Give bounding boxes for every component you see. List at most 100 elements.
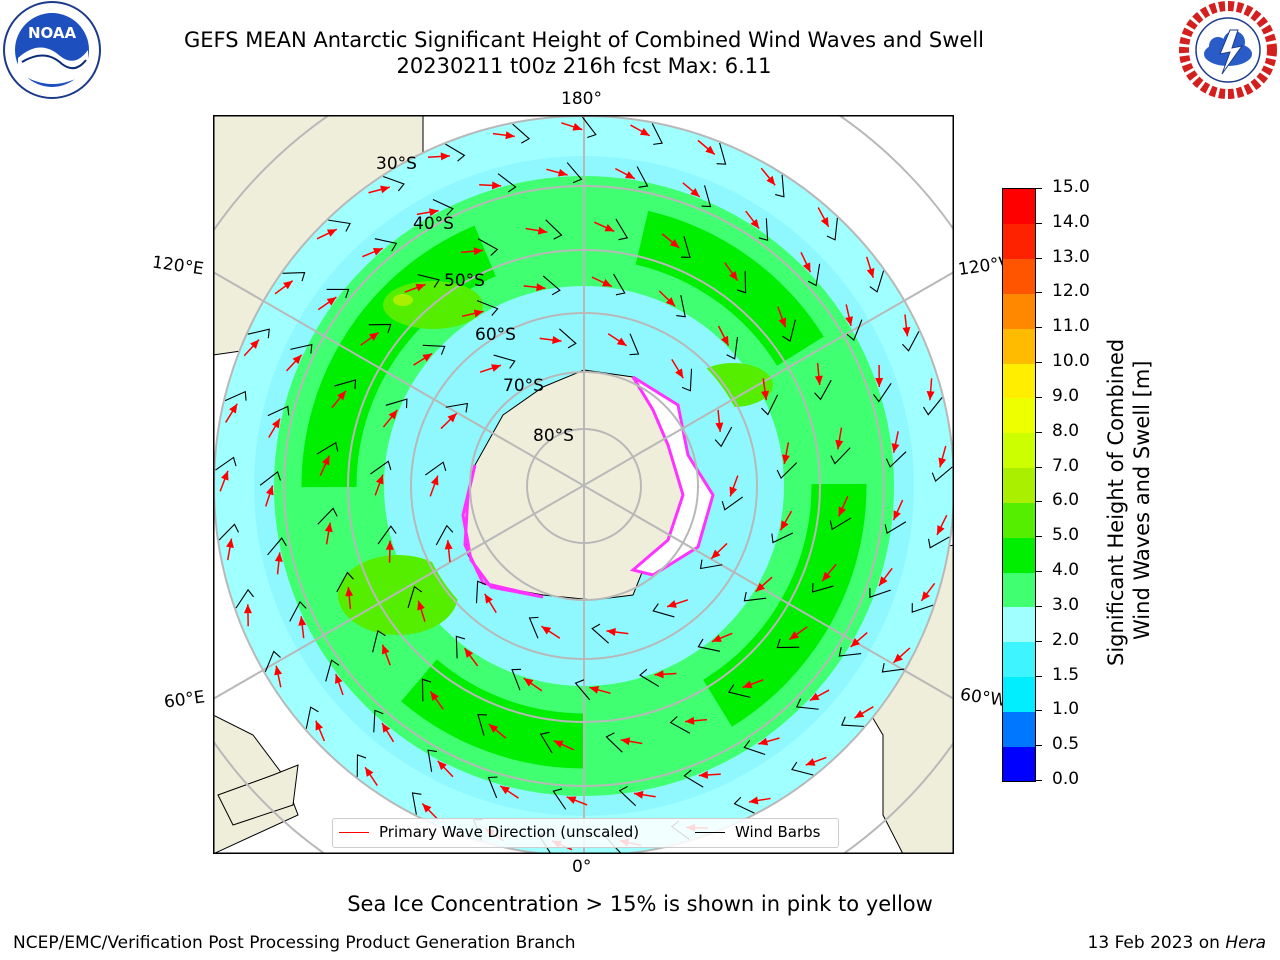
wind-barb bbox=[477, 238, 499, 256]
wave-direction-arrowhead bbox=[447, 413, 457, 423]
wind-barb bbox=[728, 684, 751, 698]
wave-direction-arrowhead bbox=[321, 455, 330, 466]
wind-barb bbox=[676, 295, 686, 318]
wind-barb bbox=[477, 713, 487, 736]
wind-glyph-layer bbox=[215, 116, 953, 854]
wind-barb bbox=[305, 706, 319, 729]
wind-barb bbox=[487, 776, 498, 799]
wave-direction-arrowhead bbox=[780, 520, 789, 531]
wave-direction-arrowhead bbox=[221, 470, 229, 481]
colorbar-segment bbox=[1003, 328, 1035, 364]
wind-barb bbox=[435, 524, 454, 546]
colorbar-tick-mark bbox=[1035, 327, 1042, 329]
wave-direction-arrowhead bbox=[667, 600, 677, 608]
wave-direction-arrowhead bbox=[866, 268, 875, 278]
wave-direction-arrowhead bbox=[729, 270, 738, 281]
colorbar-tick-mark bbox=[1035, 396, 1042, 398]
wind-barb bbox=[528, 616, 539, 639]
wind-barb bbox=[328, 219, 351, 232]
wave-direction-arrowhead bbox=[388, 410, 398, 420]
wave-direction-arrowhead bbox=[685, 716, 695, 725]
wind-barb bbox=[290, 343, 313, 354]
wind-barb bbox=[697, 638, 721, 652]
wind-barb bbox=[869, 588, 891, 598]
colorbar-label-line1: Significant Height of Combined bbox=[1104, 338, 1128, 666]
colorbar-tick-label: 7.0 bbox=[1052, 455, 1080, 476]
legend-wind-barbs-label: Wind Barbs bbox=[735, 823, 821, 841]
wave-direction-arrowhead bbox=[926, 390, 935, 401]
wave-direction-arrowhead bbox=[326, 229, 337, 237]
wind-barb bbox=[247, 328, 270, 339]
wind-barb bbox=[326, 288, 350, 299]
wind-barb bbox=[316, 441, 339, 455]
wave-direction-arrowhead bbox=[484, 593, 493, 604]
wave-direction-arrowhead bbox=[473, 247, 483, 256]
wind-barb bbox=[795, 698, 819, 710]
wave-direction-arrowhead bbox=[566, 796, 577, 804]
wind-barb bbox=[652, 603, 675, 618]
colorbar-segment bbox=[1003, 467, 1035, 503]
wave-direction-arrowhead bbox=[711, 634, 722, 642]
colorbar-segment bbox=[1003, 502, 1035, 538]
wind-barb bbox=[455, 635, 466, 659]
wind-barb bbox=[869, 270, 885, 293]
wave-direction-arrowhead bbox=[444, 540, 453, 550]
wind-barb bbox=[701, 185, 712, 208]
wave-direction-arrowhead bbox=[822, 571, 831, 582]
wave-direction-arrowhead bbox=[440, 152, 450, 161]
wave-direction-arrowhead bbox=[625, 171, 635, 179]
wave-direction-arrowhead bbox=[541, 626, 552, 635]
svg-text:NOAA: NOAA bbox=[28, 24, 77, 42]
colorbar-tick-label: 8.0 bbox=[1052, 420, 1080, 441]
colorbar-tick-mark bbox=[1035, 466, 1042, 468]
colorbar-tick-label: 1.5 bbox=[1052, 664, 1080, 685]
colorbar-tick-label: 0.0 bbox=[1052, 769, 1080, 789]
wave-direction-arrowhead bbox=[755, 582, 765, 592]
colorbar-tick-label: 15.0 bbox=[1052, 177, 1090, 197]
wind-barb bbox=[846, 319, 863, 342]
wind-barb bbox=[566, 162, 583, 184]
wind-barb bbox=[336, 571, 354, 593]
wind-barb bbox=[325, 659, 340, 682]
wind-barb bbox=[215, 456, 237, 471]
legend-wind-barbs: Wind Barbs bbox=[695, 823, 820, 841]
wave-direction-arrowhead bbox=[835, 439, 844, 450]
colorbar-tick-label: 10.0 bbox=[1052, 351, 1090, 372]
wind-barb bbox=[235, 588, 254, 609]
wave-direction-arrowhead bbox=[226, 538, 234, 549]
wave-direction-arrowhead bbox=[750, 218, 760, 229]
wind-barb bbox=[714, 426, 733, 448]
wave-direction-arrowhead bbox=[536, 283, 546, 292]
wave-direction-arrowhead bbox=[500, 785, 510, 795]
wind-barb bbox=[681, 236, 691, 259]
wind-barb bbox=[743, 591, 767, 602]
colorbar-tick-label: 13.0 bbox=[1052, 246, 1090, 267]
wind-barb bbox=[372, 630, 386, 653]
colorbar-tick-mark bbox=[1035, 780, 1042, 781]
wave-direction-arrowhead bbox=[711, 549, 721, 559]
wind-barb bbox=[923, 397, 943, 416]
wave-direction-arrowhead bbox=[766, 175, 776, 186]
wave-direction-arrowhead bbox=[491, 364, 501, 372]
wind-barb bbox=[613, 273, 626, 296]
wave-direction-arrowhead bbox=[415, 283, 426, 292]
wind-barb bbox=[721, 496, 744, 511]
wind-barb bbox=[334, 379, 357, 389]
wind-barb bbox=[370, 460, 392, 475]
wave-direction-arrowhead bbox=[838, 506, 847, 517]
wave-direction-arrowhead bbox=[902, 326, 911, 337]
colorbar-segment bbox=[1003, 223, 1035, 260]
colorbar bbox=[1002, 188, 1036, 782]
wave-direction-arrowhead bbox=[537, 226, 548, 235]
wave-direction-arrowhead bbox=[748, 796, 759, 805]
colorbar-segment bbox=[1003, 363, 1035, 399]
wind-barb bbox=[911, 603, 934, 613]
generation-date-text: 13 Feb 2023 on bbox=[1087, 933, 1226, 953]
wind-barb bbox=[782, 319, 796, 342]
wind-barb bbox=[726, 336, 739, 360]
wind-barb bbox=[811, 583, 834, 593]
wave-direction-arrowhead bbox=[488, 724, 499, 733]
colorbar-segment bbox=[1003, 537, 1035, 573]
wave-direction-arrowhead bbox=[372, 248, 383, 256]
wind-barb bbox=[776, 462, 798, 480]
